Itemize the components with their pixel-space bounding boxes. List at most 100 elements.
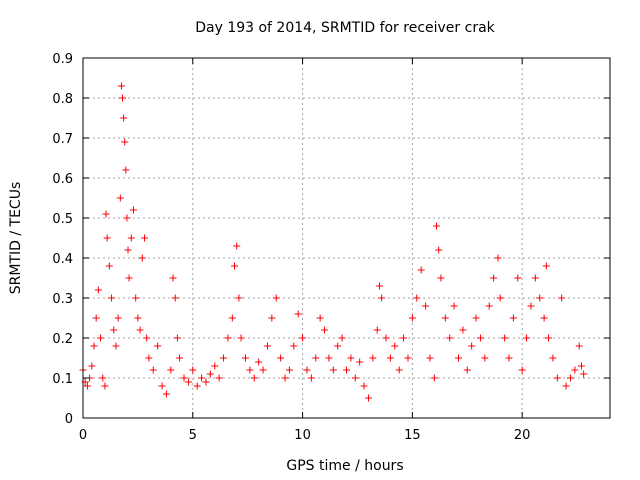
data-point [277,354,285,362]
y-tick-label: 0.2 [52,332,73,347]
data-point [136,326,144,334]
data-point [92,314,100,322]
data-point [386,354,394,362]
data-point [307,374,315,382]
data-point [215,374,223,382]
data-point [476,334,484,342]
data-point [454,354,462,362]
data-point [140,234,148,242]
data-point [351,374,359,382]
data-point [382,334,390,342]
x-tick-label: 0 [79,428,87,443]
data-point [391,342,399,350]
data-point [422,302,430,310]
data-point [505,354,513,362]
data-point [184,378,192,386]
data-point [540,314,548,322]
data-point [299,334,307,342]
data-point [375,282,383,290]
data-point [325,354,333,362]
data-point [112,342,120,350]
y-tick-label: 0.9 [52,52,73,67]
data-point [235,294,243,302]
data-point [180,374,188,382]
data-point [347,354,355,362]
data-point [268,314,276,322]
data-point [285,366,293,374]
data-point [162,390,170,398]
data-point [430,374,438,382]
data-point [566,374,574,382]
y-tick-label: 0.3 [52,292,73,307]
data-point [120,114,128,122]
data-point [122,166,130,174]
data-point [224,334,232,342]
data-point [211,362,219,370]
data-point [329,366,337,374]
data-point [316,314,324,322]
x-axis: 0 5 10 15 20 [79,58,530,443]
data-point [169,274,177,282]
x-tick-label: 15 [404,428,421,443]
data-point [202,378,210,386]
data-point [255,358,263,366]
data-point [241,354,249,362]
data-point [228,314,236,322]
data-point [193,382,201,390]
data-point [514,274,522,282]
data-point [468,342,476,350]
data-point [575,342,583,350]
data-point [198,374,206,382]
data-point [143,334,151,342]
data-point [176,354,184,362]
data-point [99,374,107,382]
data-point [105,262,113,270]
data-points [79,82,588,402]
data-point [246,366,254,374]
x-tick-label: 10 [294,428,311,443]
data-point [102,210,110,218]
data-point [132,294,140,302]
data-point [542,262,550,270]
data-point [571,366,579,374]
data-point [259,366,267,374]
data-point [303,366,311,374]
data-point [83,382,91,390]
data-point [97,334,105,342]
y-tick-label: 0.8 [52,92,73,107]
data-point [527,302,535,310]
data-point [108,294,116,302]
data-point [558,294,566,302]
data-point [472,314,480,322]
data-point [518,366,526,374]
data-point [360,382,368,390]
data-point [413,294,421,302]
data-point [494,254,502,262]
data-point [149,366,157,374]
data-point [562,382,570,390]
data-point [134,314,142,322]
data-point [127,234,135,242]
data-point [338,334,346,342]
data-point [441,314,449,322]
data-point [481,354,489,362]
data-point [433,222,441,230]
data-point [523,334,531,342]
y-tick-label: 0.4 [52,252,73,267]
data-point [110,326,118,334]
grid [83,58,610,418]
data-point [312,354,320,362]
data-point [154,342,162,350]
data-point [119,94,127,102]
data-point [125,274,133,282]
data-point [395,366,403,374]
y-tick-label: 0 [65,412,73,427]
data-point [417,266,425,274]
data-point [446,334,454,342]
data-point [94,286,102,294]
data-point [485,302,493,310]
data-point [501,334,509,342]
y-axis-label: SRMTID / TECUs [8,182,24,295]
data-point [121,138,129,146]
data-point [378,294,386,302]
